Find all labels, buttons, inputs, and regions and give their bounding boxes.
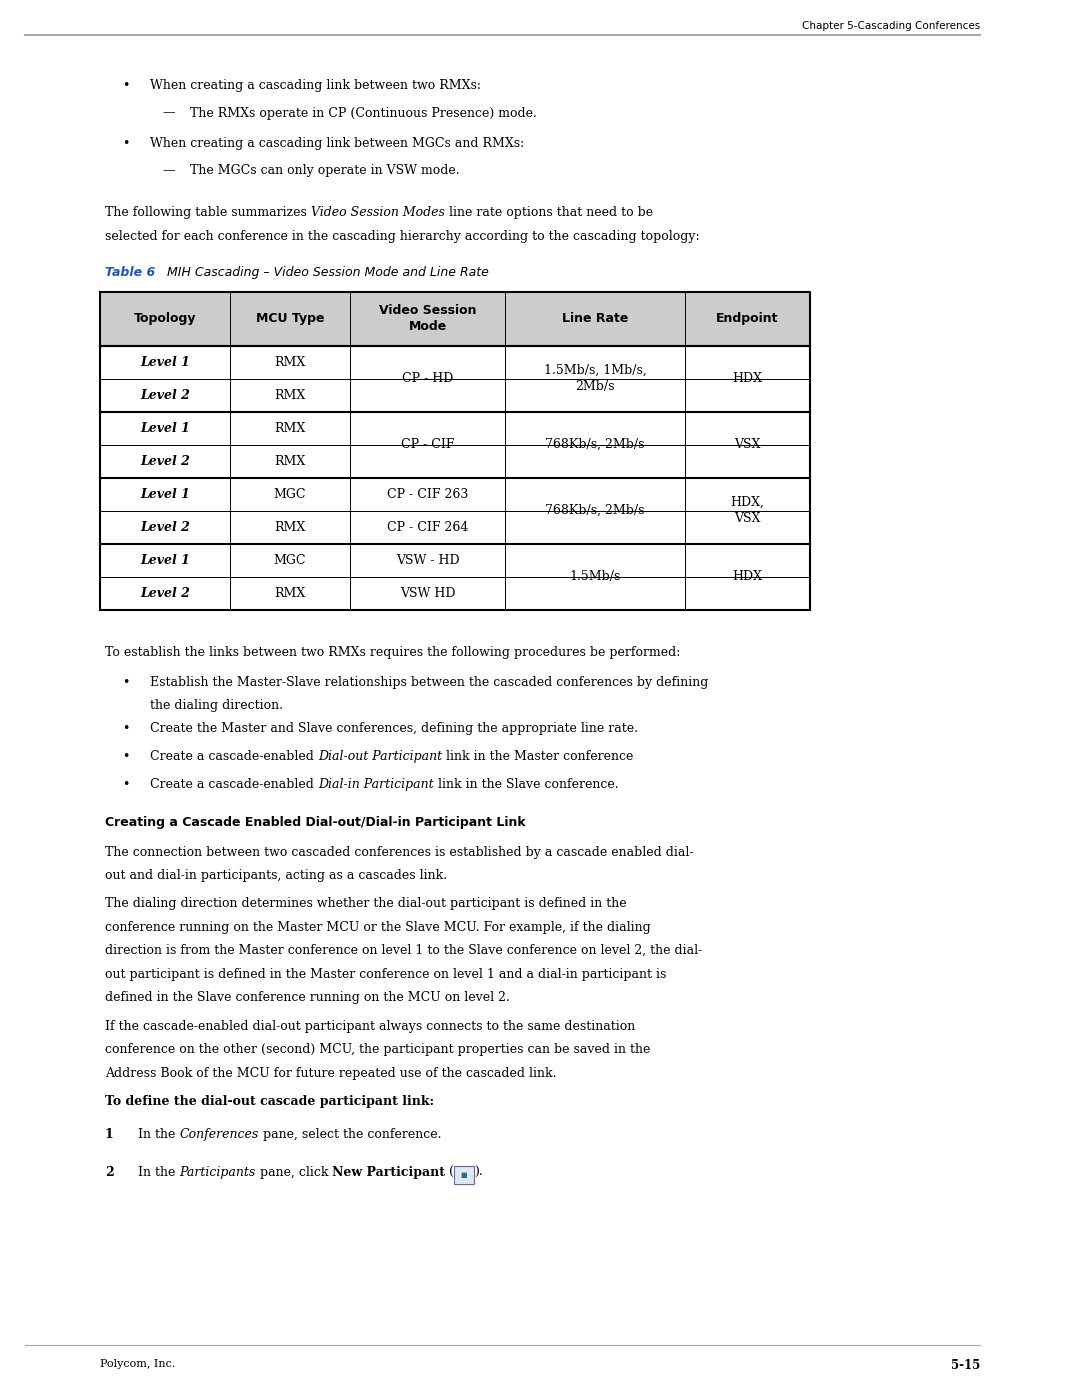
Text: In the: In the [138,1166,179,1179]
Text: MIH Cascading – Video Session Mode and Line Rate: MIH Cascading – Video Session Mode and L… [156,265,489,278]
Bar [100,292,810,345]
Text: To define the dial-out cascade participant link:: To define the dial-out cascade participa… [105,1095,434,1108]
Text: Table 6: Table 6 [105,265,156,278]
Text: —: — [162,106,175,120]
Text: HDX,
VSX: HDX, VSX [730,496,765,525]
Text: The RMXs operate in CP (Continuous Presence) mode.: The RMXs operate in CP (Continuous Prese… [190,106,537,120]
Text: the dialing direction.: the dialing direction. [150,698,283,712]
Text: selected for each conference in the cascading hierarchy according to the cascadi: selected for each conference in the casc… [105,229,700,243]
Text: out participant is defined in the Master conference on level 1 and a dial-in par: out participant is defined in the Master… [105,968,666,981]
Text: Level 2: Level 2 [140,587,190,599]
Text: MGC: MGC [273,488,307,500]
Text: Chapter 5-Cascading Conferences: Chapter 5-Cascading Conferences [801,21,980,31]
Text: Level 1: Level 1 [140,553,190,567]
Text: RMX: RMX [274,587,306,599]
Text: Level 1: Level 1 [140,488,190,500]
Text: If the cascade-enabled dial-out participant always connects to the same destinat: If the cascade-enabled dial-out particip… [105,1020,635,1032]
Text: New Participant: New Participant [333,1166,445,1179]
Text: direction is from the Master conference on level 1 to the Slave conference on le: direction is from the Master conference … [105,944,702,957]
Text: 1.5Mb/s, 1Mb/s,
2Mb/s: 1.5Mb/s, 1Mb/s, 2Mb/s [543,365,646,393]
Text: Level 1: Level 1 [140,355,190,369]
Text: conference on the other (second) MCU, the participant properties can be saved in: conference on the other (second) MCU, th… [105,1044,650,1056]
Text: MGC: MGC [273,553,307,567]
Text: 1: 1 [105,1127,113,1141]
Text: Establish the Master-Slave relationships between the cascaded conferences by def: Establish the Master-Slave relationships… [150,676,708,689]
Text: VSW HD: VSW HD [400,587,456,599]
Text: Video Session
Mode: Video Session Mode [379,305,476,332]
Text: VSW - HD: VSW - HD [395,553,459,567]
Text: In the: In the [138,1127,179,1141]
Text: Dial-out Participant: Dial-out Participant [318,750,442,763]
Text: CP - HD: CP - HD [402,372,454,386]
Text: Level 2: Level 2 [140,521,190,534]
Text: Creating a Cascade Enabled Dial-out/Dial-in Participant Link: Creating a Cascade Enabled Dial-out/Dial… [105,816,526,828]
Text: The connection between two cascaded conferences is established by a cascade enab: The connection between two cascaded conf… [105,845,693,859]
Text: The MGCs can only operate in VSW mode.: The MGCs can only operate in VSW mode. [190,163,460,177]
Text: Level 2: Level 2 [140,388,190,401]
Text: CP - CIF: CP - CIF [401,439,455,451]
Text: MCU Type: MCU Type [256,312,324,326]
Text: •: • [122,676,130,689]
Text: 2: 2 [105,1166,113,1179]
Text: The dialing direction determines whether the dial-out participant is defined in : The dialing direction determines whether… [105,897,626,909]
Text: line rate options that need to be: line rate options that need to be [445,205,653,219]
Text: Level 2: Level 2 [140,454,190,468]
Text: Topology: Topology [134,312,197,326]
Text: Conferences: Conferences [179,1127,258,1141]
Text: —: — [162,163,175,177]
Text: •: • [122,750,130,763]
Text: pane, click: pane, click [256,1166,333,1179]
Text: Video Session Modes: Video Session Modes [311,205,445,219]
Text: RMX: RMX [274,355,306,369]
Text: Endpoint: Endpoint [716,312,779,326]
Text: (: ( [445,1166,454,1179]
Text: link in the Slave conference.: link in the Slave conference. [433,778,618,791]
Text: To establish the links between two RMXs requires the following procedures be per: To establish the links between two RMXs … [105,645,680,658]
Text: Polycom, Inc.: Polycom, Inc. [100,1359,175,1369]
Text: Create a cascade-enabled: Create a cascade-enabled [150,778,318,791]
Text: 1.5Mb/s: 1.5Mb/s [569,570,621,583]
Text: Address Book of the MCU for future repeated use of the cascaded link.: Address Book of the MCU for future repea… [105,1066,556,1080]
Text: CP - CIF 263: CP - CIF 263 [387,488,469,500]
Text: Create a cascade-enabled: Create a cascade-enabled [150,750,318,763]
Text: defined in the Slave conference running on the MCU on level 2.: defined in the Slave conference running … [105,990,510,1004]
Text: RMX: RMX [274,388,306,401]
Text: HDX: HDX [732,570,762,583]
Text: When creating a cascading link between MGCs and RMXs:: When creating a cascading link between M… [150,137,524,149]
Text: 768Kb/s, 2Mb/s: 768Kb/s, 2Mb/s [545,504,645,517]
Text: When creating a cascading link between two RMXs:: When creating a cascading link between t… [150,80,481,92]
Text: conference running on the Master MCU or the Slave MCU. For example, if the diali: conference running on the Master MCU or … [105,921,651,933]
Text: RMX: RMX [274,422,306,434]
Text: RMX: RMX [274,454,306,468]
Text: link in the Master conference: link in the Master conference [442,750,633,763]
Text: •: • [122,137,130,149]
Text: pane, select the conference.: pane, select the conference. [258,1127,441,1141]
Text: 5-15: 5-15 [950,1359,980,1372]
Text: Line Rate: Line Rate [562,312,629,326]
Text: CP - CIF 264: CP - CIF 264 [387,521,469,534]
Text: Dial-in Participant: Dial-in Participant [318,778,433,791]
Text: 768Kb/s, 2Mb/s: 768Kb/s, 2Mb/s [545,439,645,451]
Bar [454,1165,474,1183]
Text: Level 1: Level 1 [140,422,190,434]
Text: Participants: Participants [179,1166,256,1179]
Text: •: • [122,721,130,735]
Text: out and dial-in participants, acting as a cascades link.: out and dial-in participants, acting as … [105,869,447,882]
Text: The following table summarizes: The following table summarizes [105,205,311,219]
Text: RMX: RMX [274,521,306,534]
Text: ).: ). [474,1166,483,1179]
Text: •: • [122,778,130,791]
Text: VSX: VSX [734,439,760,451]
Text: Create the Master and Slave conferences, defining the appropriate line rate.: Create the Master and Slave conferences,… [150,721,638,735]
Text: •: • [122,80,130,92]
Text: HDX: HDX [732,372,762,386]
Text: ■: ■ [461,1172,468,1178]
